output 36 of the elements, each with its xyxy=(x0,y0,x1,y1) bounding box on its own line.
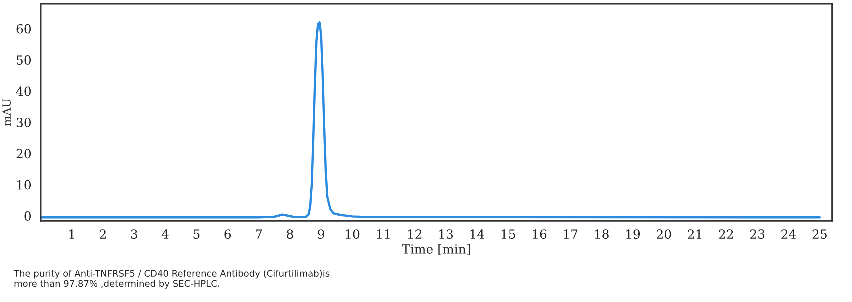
x-tick-label: 14 xyxy=(470,230,484,239)
x-tick-label: 2 xyxy=(100,230,106,239)
x-tick-label: 25 xyxy=(812,230,827,240)
x-tick-label: 17 xyxy=(564,230,578,239)
y-axis-title: mAU xyxy=(2,99,12,126)
x-tick-label: 19 xyxy=(626,230,640,240)
x-tick-label: 20 xyxy=(657,230,672,240)
x-tick-label: 4 xyxy=(162,230,169,239)
x-tick-label: 23 xyxy=(750,230,765,240)
x-tick-label: 3 xyxy=(131,230,138,240)
x-tick-label: 12 xyxy=(408,230,422,239)
text: The purity of Anti-TNFRSF5 / CD40 Reference Antibody (Cifurtilimab)is more than 97.87% ,determined by SEC-HPLC. xyxy=(14,270,330,289)
x-tick-label: 13 xyxy=(440,230,454,240)
y-tick-label: 10 xyxy=(17,180,32,190)
x-tick-label: 8 xyxy=(287,230,294,240)
x-tick-label: 11 xyxy=(377,230,390,239)
x-axis-title: Time [min] xyxy=(402,244,470,256)
y-tick-label: 60 xyxy=(16,24,32,34)
x-tick-label: 24 xyxy=(782,230,796,239)
x-tick-label: 6 xyxy=(224,230,232,240)
y-tick-label: 50 xyxy=(17,56,32,66)
x-tick-label: 7 xyxy=(256,230,262,239)
x-tick-label: 5 xyxy=(194,230,200,240)
x-tick-label: 10 xyxy=(346,230,360,240)
y-tick-label: 30 xyxy=(16,118,32,128)
x-tick-label: 22 xyxy=(719,230,734,239)
y-tick-label: 20 xyxy=(16,149,32,159)
x-tick-label: 16 xyxy=(533,230,547,240)
y-tick-label: 0 xyxy=(24,212,32,221)
line-series xyxy=(40,22,822,219)
x-tick-label: 9 xyxy=(318,230,324,240)
x-tick-label: 1 xyxy=(70,230,74,239)
x-tick-label: 15 xyxy=(502,230,516,240)
x-tick-label: 18 xyxy=(595,230,609,240)
x-tick-label: 21 xyxy=(688,230,702,239)
y-tick-label: 40 xyxy=(16,86,32,96)
